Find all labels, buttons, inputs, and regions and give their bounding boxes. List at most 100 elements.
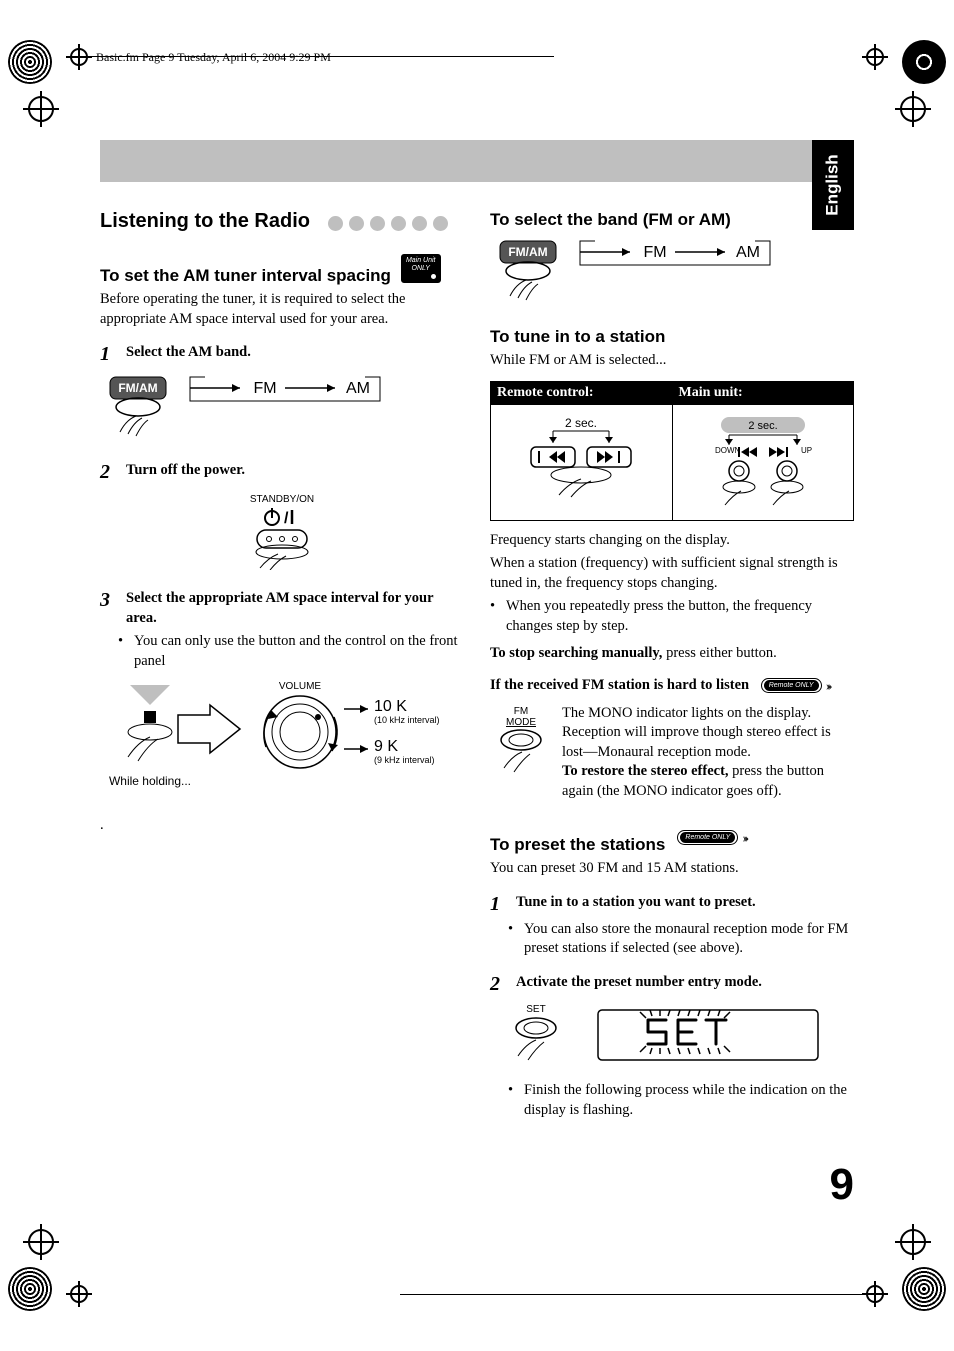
select-band-heading: To select the band (FM or AM)	[490, 210, 854, 230]
preset-step-1: 1 Tune in to a station you want to prese…	[490, 893, 854, 916]
freq-bullet: • When you repeatedly press the button, …	[490, 597, 854, 636]
preset-step-1-text: Tune in to a station you want to preset.	[516, 893, 756, 913]
restore-bold: To restore the stereo effect,	[562, 763, 729, 779]
right-column: To select the band (FM or AM) FM/AM FM A…	[490, 210, 854, 1120]
header-text: Basic.fm Page 9 Tuesday, April 6, 2004 9…	[96, 50, 331, 65]
svg-text:(9 kHz interval): (9 kHz interval)	[374, 755, 435, 765]
crop-reg-bl	[70, 1285, 88, 1303]
crop-reg-left	[28, 96, 54, 122]
svg-text:(10 kHz interval): (10 kHz interval)	[374, 715, 440, 725]
volume-diagram: While holding... VOLUME 10 K	[100, 677, 464, 812]
svg-text:VOLUME: VOLUME	[279, 681, 322, 692]
preset-step-2-text: Activate the preset number entry mode.	[516, 973, 762, 993]
freq-p2: When a station (frequency) with sufficie…	[490, 554, 854, 593]
badge-line2: ONLY	[412, 265, 430, 272]
svg-text:10 K: 10 K	[374, 698, 407, 715]
footer-rule	[400, 1294, 870, 1295]
set-diagram: SET	[508, 1002, 854, 1077]
svg-text:AM: AM	[736, 244, 760, 261]
left-step-2: 2 Turn off the power.	[100, 461, 464, 484]
page: English 9 Listening to the Radio To set …	[100, 140, 854, 1240]
page-number: 9	[830, 1160, 854, 1210]
th-remote: Remote control:	[491, 381, 673, 404]
crop-reg-tl	[70, 48, 88, 66]
svg-text:UP: UP	[801, 446, 812, 455]
mono-text: The MONO indicator lights on the display…	[562, 705, 831, 760]
main-unit-only-badge: Main Unit ONLY	[401, 254, 441, 283]
svg-text:FM: FM	[253, 380, 276, 397]
preset-step-2: 2 Activate the preset number entry mode.	[490, 973, 854, 996]
fm-mode-button-diagram: FM MODE	[490, 704, 552, 802]
th-main: Main unit:	[672, 381, 854, 404]
tune-heading: To tune in to a station	[490, 327, 854, 347]
crop-ornament-tr	[902, 40, 946, 84]
preset-heading: To preset the stations	[490, 835, 665, 855]
svg-text:FM: FM	[514, 706, 528, 717]
svg-text:FM: FM	[643, 244, 666, 261]
step-3-note: • You can only use the button and the co…	[118, 632, 464, 671]
crop-reg-tr	[866, 48, 884, 66]
svg-text:AM: AM	[346, 380, 370, 397]
badge-text: Remote ONLY	[680, 832, 735, 843]
tune-table: Remote control: Main unit: 2 sec.	[490, 381, 854, 521]
tune-intro: While FM or AM is selected...	[490, 351, 854, 371]
section-dots	[328, 216, 448, 231]
freq-p1: Frequency starts changing on the display…	[490, 531, 854, 551]
mono-text-block: The MONO indicator lights on the display…	[562, 704, 854, 802]
preset-step-1-note-text: You can also store the monaural receptio…	[524, 920, 854, 959]
step-number: 1	[490, 893, 508, 916]
crop-reg-bright	[900, 1229, 926, 1255]
preset-step-2-note: • Finish the following process while the…	[508, 1081, 854, 1120]
step-number: 1	[100, 343, 118, 366]
svg-text:While holding...: While holding...	[109, 774, 191, 788]
stop-search-rest: press either button.	[662, 645, 776, 661]
crop-reg-right	[900, 96, 926, 122]
preset-step-2-note-text: Finish the following process while the i…	[524, 1081, 854, 1120]
td-remote: 2 sec.	[491, 404, 673, 520]
svg-text:FM/AM: FM/AM	[508, 245, 547, 259]
step-1-text: Select the AM band.	[126, 343, 251, 363]
svg-text:SET: SET	[526, 1004, 545, 1015]
svg-text:2 sec.: 2 sec.	[565, 416, 597, 430]
svg-text:STANDBY/ON: STANDBY/ON	[250, 494, 314, 505]
section-title: Listening to the Radio	[100, 210, 316, 232]
fmam-diagram-2: FM/AM FM AM	[490, 236, 854, 311]
svg-text:/: /	[284, 510, 289, 527]
left-trailing-dot: .	[100, 816, 464, 836]
freq-bullet-text: When you repeatedly press the button, th…	[506, 597, 854, 636]
td-main: 2 sec. DOWN UP	[672, 404, 854, 520]
left-step-3: 3 Select the appropriate AM space interv…	[100, 589, 464, 628]
fm-mode-block: FM MODE The MONO indicator lights on the…	[490, 704, 854, 802]
step-2-text: Turn off the power.	[126, 461, 245, 481]
fmam-diagram-1: FM/AM FM AM	[100, 372, 464, 447]
hard-listen-line: If the received FM station is hard to li…	[490, 676, 854, 696]
crop-reg-bleft	[28, 1229, 54, 1255]
am-spacing-heading: To set the AM tuner interval spacing	[100, 266, 391, 286]
left-column: Listening to the Radio To set the AM tun…	[100, 210, 464, 1120]
svg-text:MODE: MODE	[506, 717, 536, 728]
preset-intro: You can preset 30 FM and 15 AM stations.	[490, 859, 854, 879]
am-spacing-intro: Before operating the tuner, it is requir…	[100, 290, 464, 329]
crop-ornament-bl	[8, 1267, 52, 1311]
language-tab-label: English	[823, 154, 843, 215]
step-number: 3	[100, 589, 118, 612]
hard-listen-text: If the received FM station is hard to li…	[490, 677, 749, 693]
step-3-text: Select the appropriate AM space interval…	[126, 589, 464, 628]
svg-text:FM/AM: FM/AM	[118, 381, 157, 395]
left-step-1: 1 Select the AM band.	[100, 343, 464, 366]
preset-step-1-note: • You can also store the monaural recept…	[508, 920, 854, 959]
crop-ornament-br	[902, 1267, 946, 1311]
remote-only-badge-1: Remote ONLY ›››	[761, 678, 830, 693]
stop-search-bold: To stop searching manually,	[490, 645, 662, 661]
svg-text:9 K: 9 K	[374, 738, 398, 755]
step-3-note-text: You can only use the button and the cont…	[134, 632, 464, 671]
svg-text:2 sec.: 2 sec.	[748, 420, 777, 432]
step-number: 2	[490, 973, 508, 996]
badge-line1: Main Unit	[406, 257, 436, 264]
header-gray-bar	[100, 140, 854, 182]
step-number: 2	[100, 461, 118, 484]
badge-text: Remote ONLY	[764, 680, 819, 691]
remote-only-badge-2: Remote ONLY ›››	[677, 830, 746, 845]
stop-search: To stop searching manually, press either…	[490, 644, 854, 664]
standby-diagram: STANDBY/ON /	[100, 490, 464, 575]
